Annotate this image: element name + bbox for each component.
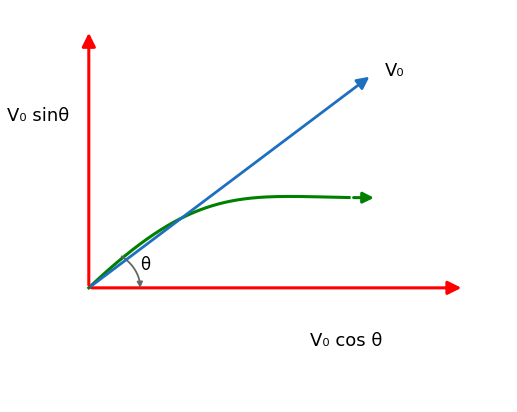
- Text: V₀ sinθ: V₀ sinθ: [7, 107, 69, 125]
- Text: V₀: V₀: [385, 62, 404, 80]
- Text: θ: θ: [140, 255, 150, 274]
- Text: V₀ cos θ: V₀ cos θ: [310, 332, 382, 350]
